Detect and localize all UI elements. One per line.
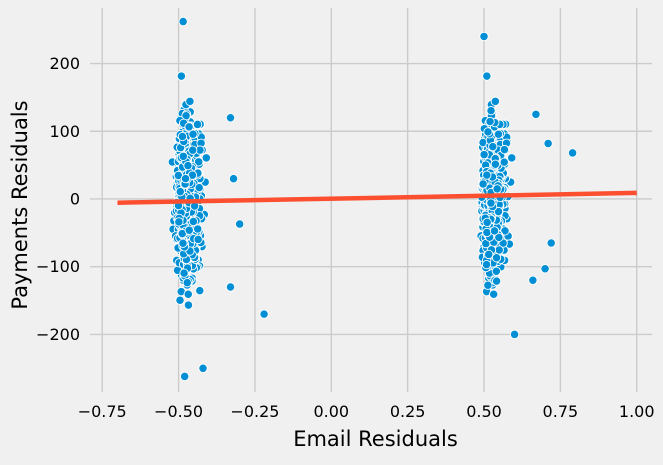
scatter-point xyxy=(531,109,541,119)
scatter-point xyxy=(483,280,493,290)
scatter-point xyxy=(179,268,189,278)
scatter-point xyxy=(201,153,211,163)
fit-line-layer xyxy=(117,190,637,205)
scatter-point xyxy=(198,363,208,373)
scatter-point xyxy=(490,96,501,106)
scatter-point xyxy=(225,113,236,123)
scatter-point xyxy=(567,148,578,158)
scatter-point xyxy=(175,295,185,305)
scatter-point xyxy=(185,96,195,106)
scatter-point xyxy=(178,238,188,248)
x-tick-label: 0.25 xyxy=(390,402,426,421)
scatter-point xyxy=(494,232,504,243)
scatter-point xyxy=(499,144,510,155)
scatter-point xyxy=(489,289,499,299)
scatter-point xyxy=(482,170,492,180)
scatter-point xyxy=(183,289,193,299)
scatter-point xyxy=(176,71,187,81)
y-tick-label: 200 xyxy=(49,54,80,73)
scatter-point xyxy=(228,174,239,184)
scatter-point xyxy=(484,249,494,260)
scatter-point xyxy=(486,198,496,208)
scatter-point xyxy=(509,329,520,340)
scatter-point xyxy=(491,253,502,263)
scatter-point xyxy=(182,278,192,288)
scatter-point xyxy=(184,122,194,132)
scatter-point xyxy=(188,145,198,155)
x-tick-label: 1.00 xyxy=(619,402,655,421)
x-tick-label: 0.75 xyxy=(543,402,579,421)
scatter-point xyxy=(188,129,198,139)
scatter-point xyxy=(491,266,501,276)
scatter-point xyxy=(494,245,504,255)
scatter-point xyxy=(175,187,185,197)
y-tick-label: 100 xyxy=(49,122,80,141)
scatter-point xyxy=(491,276,502,286)
x-tick-label: 0.00 xyxy=(313,402,349,421)
scatter-point xyxy=(259,309,269,319)
scatter-point xyxy=(235,219,245,229)
scatter-point xyxy=(225,282,236,292)
x-tick-label: −0.75 xyxy=(78,402,127,421)
scatter-point xyxy=(482,227,492,238)
x-tick-label: 0.50 xyxy=(466,402,502,421)
y-tick-label: 0 xyxy=(70,189,80,208)
scatter-point xyxy=(540,264,550,274)
scatter-point xyxy=(193,224,203,234)
scatter-point xyxy=(546,238,556,248)
y-axis-label: Payments Residuals xyxy=(8,100,32,309)
scatter-point xyxy=(178,151,188,161)
scatter-point xyxy=(490,159,501,169)
scatter-point xyxy=(482,71,492,81)
y-tick-label: −200 xyxy=(36,325,80,344)
regression-fit-line xyxy=(117,190,637,205)
scatter-point xyxy=(483,127,493,137)
scatter-point xyxy=(479,149,489,160)
scatter-point xyxy=(493,206,504,217)
y-axis-ticks: −200 −100 0 100 200 xyxy=(36,54,80,344)
scatter-point xyxy=(489,226,500,236)
scatter-point xyxy=(499,157,509,167)
scatter-point xyxy=(481,259,492,270)
scatter-point xyxy=(543,138,553,149)
y-tick-label: −100 xyxy=(36,257,80,276)
scatter-point xyxy=(174,217,184,227)
scatter-point xyxy=(194,157,204,167)
scatter-point xyxy=(183,160,193,171)
scatter-point xyxy=(485,116,495,127)
scatter-point xyxy=(177,131,188,142)
scatter-point xyxy=(500,226,510,236)
scatter-point xyxy=(507,153,517,163)
scatter-point xyxy=(195,285,205,296)
scatter-point xyxy=(180,173,191,184)
scatter-point xyxy=(488,142,498,152)
scatter-point xyxy=(193,234,203,245)
x-axis-label: Email Residuals xyxy=(293,427,458,451)
scatter-point xyxy=(486,105,496,116)
scatter-point xyxy=(192,119,203,130)
scatter-point xyxy=(493,129,504,139)
scatter-point xyxy=(492,184,502,194)
scatter-points xyxy=(167,16,578,382)
scatter-point xyxy=(188,216,199,227)
scatter-point xyxy=(479,31,489,42)
scatter-point xyxy=(482,217,492,228)
x-tick-label: −0.25 xyxy=(230,402,279,421)
scatter-point xyxy=(478,179,488,189)
scatter-point xyxy=(184,225,194,235)
scatter-point xyxy=(183,300,194,310)
x-tick-label: −0.50 xyxy=(154,402,203,421)
scatter-point xyxy=(528,275,538,285)
scatter-point xyxy=(180,371,190,382)
scatter-point xyxy=(178,16,188,27)
x-axis-ticks: −0.75 −0.50 −0.25 0.00 0.25 0.50 0.75 1.00 xyxy=(78,402,655,421)
